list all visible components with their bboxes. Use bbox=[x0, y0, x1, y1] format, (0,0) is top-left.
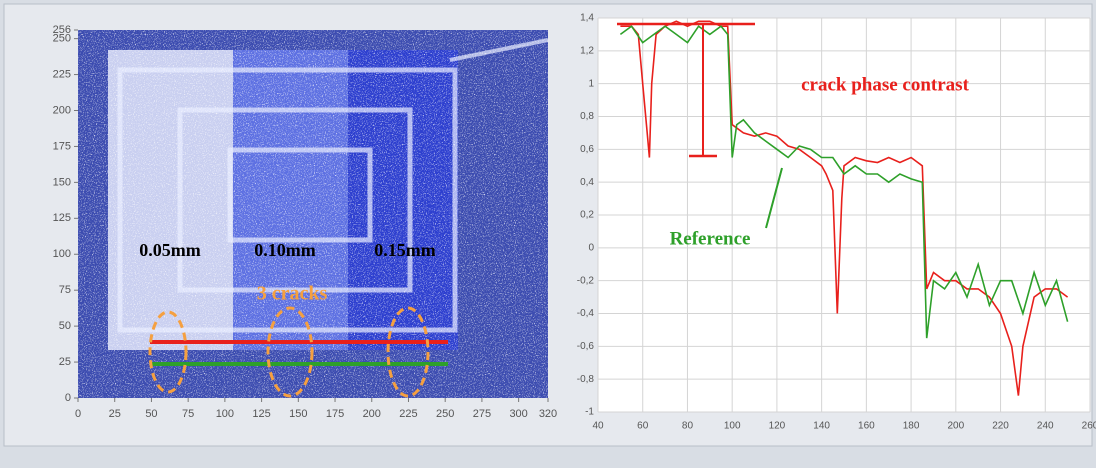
y-tick-label: -0,6 bbox=[577, 341, 595, 352]
y-tick-label: 25 bbox=[59, 356, 71, 368]
x-tick-label: 80 bbox=[682, 421, 694, 432]
y-tick-label: -0,2 bbox=[577, 275, 595, 286]
annotation: 0.15mm bbox=[374, 240, 436, 260]
annotation: 0.10mm bbox=[254, 240, 316, 260]
x-tick-label: 120 bbox=[769, 421, 786, 432]
x-tick-label: 200 bbox=[947, 421, 964, 432]
image-panel bbox=[78, 30, 548, 398]
y-tick-label: 0,6 bbox=[580, 144, 594, 155]
x-tick-label: 40 bbox=[592, 421, 604, 432]
x-tick-label: 180 bbox=[903, 421, 920, 432]
y-tick-label: 0 bbox=[588, 242, 594, 253]
x-tick-label: 25 bbox=[109, 408, 121, 420]
y-tick-label: 0,8 bbox=[580, 111, 594, 122]
x-tick-label: 150 bbox=[289, 408, 307, 420]
y-tick-label: 125 bbox=[53, 212, 71, 224]
x-tick-label: 50 bbox=[145, 408, 157, 420]
x-tick-label: 100 bbox=[216, 408, 234, 420]
x-tick-label: 300 bbox=[509, 408, 527, 420]
y-tick-label: 256 bbox=[53, 24, 71, 36]
y-tick-label: 0 bbox=[65, 392, 71, 404]
x-tick-label: 100 bbox=[724, 421, 741, 432]
x-tick-label: 0 bbox=[75, 408, 81, 420]
y-tick-label: 0,2 bbox=[580, 210, 594, 221]
x-tick-label: 225 bbox=[399, 408, 417, 420]
y-tick-label: 200 bbox=[53, 104, 71, 116]
y-tick-label: 75 bbox=[59, 284, 71, 296]
y-tick-label: 100 bbox=[53, 248, 71, 260]
series-label: Reference bbox=[670, 228, 751, 249]
y-tick-label: 1,2 bbox=[580, 45, 594, 56]
annotation: crack phase contrast bbox=[801, 74, 969, 95]
y-tick-label: -0,4 bbox=[577, 308, 595, 319]
x-tick-label: 320 bbox=[539, 408, 557, 420]
x-tick-label: 160 bbox=[858, 421, 875, 432]
x-tick-label: 125 bbox=[252, 408, 270, 420]
y-tick-label: 1 bbox=[588, 78, 594, 89]
y-tick-label: -0,8 bbox=[577, 374, 595, 385]
y-tick-label: -1 bbox=[585, 407, 594, 418]
x-tick-label: 60 bbox=[637, 421, 649, 432]
annotation: 0.05mm bbox=[139, 240, 201, 260]
x-tick-label: 200 bbox=[363, 408, 381, 420]
y-tick-label: 175 bbox=[53, 140, 71, 152]
x-tick-label: 240 bbox=[1037, 421, 1054, 432]
annotation: 3 cracks bbox=[257, 283, 328, 305]
x-tick-label: 175 bbox=[326, 408, 344, 420]
x-tick-label: 260 bbox=[1082, 421, 1096, 432]
page: 0255075100125150175200225250275300320025… bbox=[0, 0, 1096, 468]
x-tick-label: 140 bbox=[813, 421, 830, 432]
y-tick-label: 150 bbox=[53, 176, 71, 188]
y-tick-label: 50 bbox=[59, 320, 71, 332]
x-tick-label: 220 bbox=[992, 421, 1009, 432]
x-tick-label: 75 bbox=[182, 408, 194, 420]
y-tick-label: 225 bbox=[53, 68, 71, 80]
x-tick-label: 250 bbox=[436, 408, 454, 420]
figure: 0255075100125150175200225250275300320025… bbox=[0, 0, 1096, 468]
x-tick-label: 275 bbox=[473, 408, 491, 420]
y-tick-label: 0,4 bbox=[580, 177, 594, 188]
y-tick-label: 1,4 bbox=[580, 13, 594, 24]
